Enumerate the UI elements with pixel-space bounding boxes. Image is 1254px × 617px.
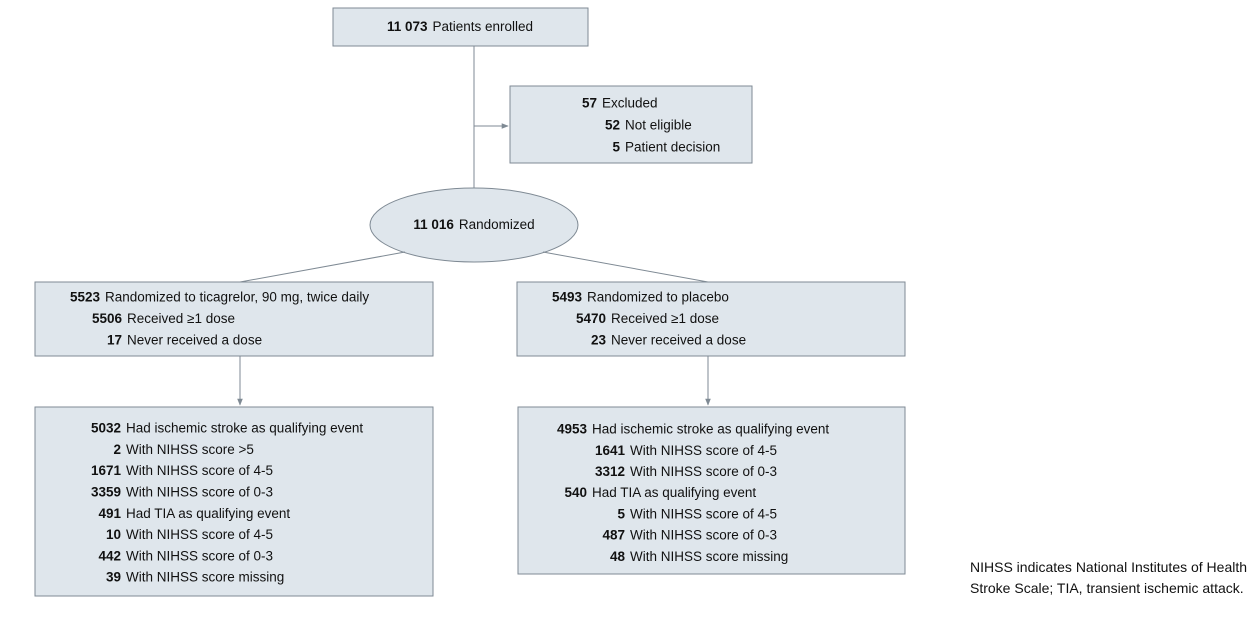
label: Patients enrolled <box>432 19 533 34</box>
box-ticagrelor-events <box>34 406 434 597</box>
count: 48 <box>610 549 626 564</box>
label: Patient decision <box>625 140 720 155</box>
box-ticagrelor <box>34 281 434 357</box>
label: With NIHSS score missing <box>126 570 284 585</box>
box-enrolled <box>332 7 589 47</box>
label: Had TIA as qualifying event <box>126 506 290 521</box>
label: Randomized to placebo <box>587 290 729 305</box>
count: 487 <box>602 528 625 543</box>
count: 5523 <box>70 290 101 305</box>
count: 23 <box>591 333 607 348</box>
count: 10 <box>106 527 121 542</box>
label: With NIHSS score of 4-5 <box>126 463 273 478</box>
label: With NIHSS score of 0-3 <box>126 548 273 563</box>
count: 491 <box>98 506 121 521</box>
ellipse-randomized <box>369 187 579 263</box>
count: 1671 <box>91 463 122 478</box>
label: Never received a dose <box>127 333 262 348</box>
count: 3312 <box>595 464 625 479</box>
node-label: 11 073 Patients enrolled <box>387 19 533 34</box>
count: 5506 <box>92 311 123 326</box>
count: 5470 <box>576 311 606 326</box>
label: Had TIA as qualifying event <box>592 485 756 500</box>
count: 11 016 <box>413 217 454 232</box>
label: With NIHSS score of 0-3 <box>126 484 273 499</box>
count: 2 <box>113 442 121 457</box>
box-excluded <box>509 85 753 164</box>
label: Received ≥1 dose <box>611 311 719 326</box>
count: 3359 <box>91 484 121 499</box>
label: With NIHSS score of 4-5 <box>126 527 273 542</box>
count: 39 <box>106 570 121 585</box>
count: 11 073 <box>387 19 428 34</box>
label: With NIHSS score >5 <box>126 442 254 457</box>
box-placebo <box>516 281 906 357</box>
node-label: 11 016 Randomized <box>413 217 534 232</box>
count: 57 <box>582 96 597 111</box>
label: With NIHSS score of 0-3 <box>630 464 777 479</box>
box-placebo-events <box>517 406 906 575</box>
label: With NIHSS score of 4-5 <box>630 443 777 458</box>
label: Had ischemic stroke as qualifying event <box>592 422 829 437</box>
count: 5493 <box>552 290 583 305</box>
count: 442 <box>98 548 121 563</box>
label: Randomized <box>459 217 535 232</box>
count: 5 <box>617 506 625 521</box>
count: 540 <box>564 485 587 500</box>
count: 17 <box>107 333 122 348</box>
count: 1641 <box>595 443 626 458</box>
label: With NIHSS score missing <box>630 549 788 564</box>
connector <box>542 251 709 283</box>
count: 5 <box>612 140 620 155</box>
label: Received ≥1 dose <box>127 311 235 326</box>
count: 52 <box>605 118 620 133</box>
label: Excluded <box>602 96 658 111</box>
count: 4953 <box>557 422 588 437</box>
label: Never received a dose <box>611 333 746 348</box>
label: Not eligible <box>625 118 692 133</box>
connector <box>239 251 406 283</box>
label: With NIHSS score of 4-5 <box>630 506 777 521</box>
footnote: NIHSS indicates National Institutes of H… <box>970 559 1248 596</box>
count: 5032 <box>91 421 121 436</box>
label: Had ischemic stroke as qualifying event <box>126 421 363 436</box>
label: Randomized to ticagrelor, 90 mg, twice d… <box>105 290 369 305</box>
label: With NIHSS score of 0-3 <box>630 528 777 543</box>
